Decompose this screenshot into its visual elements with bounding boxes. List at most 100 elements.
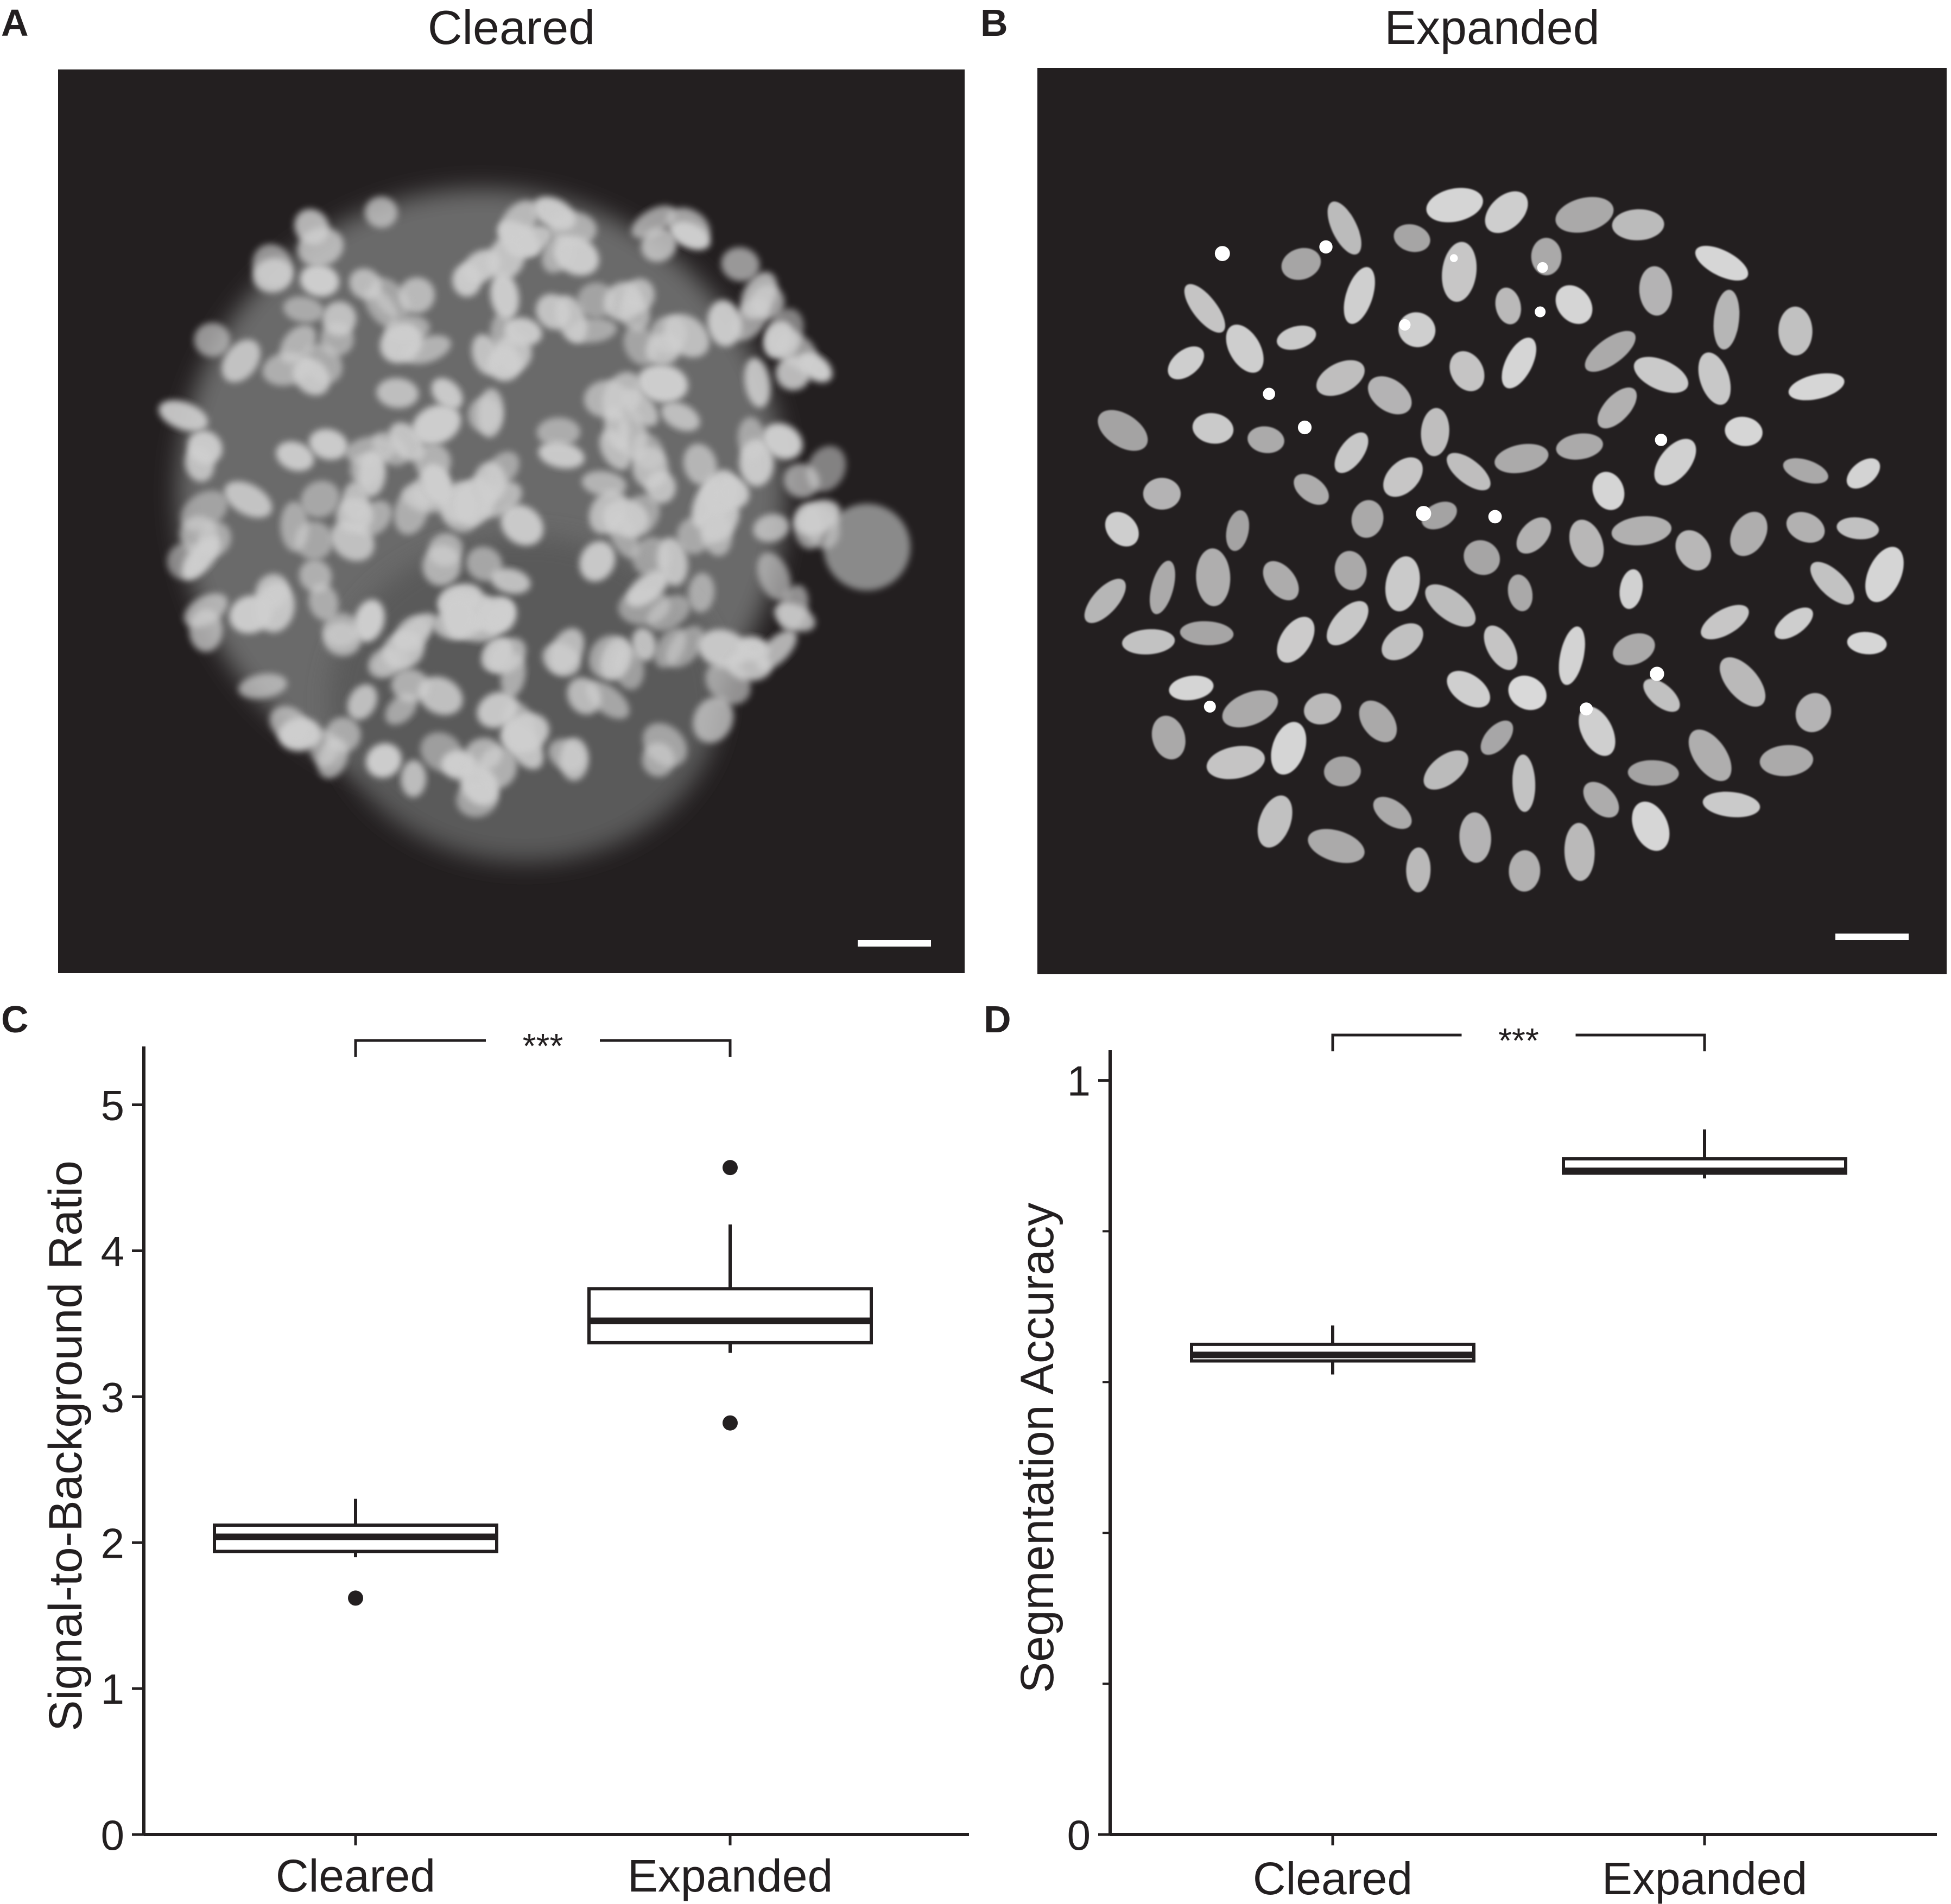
micrograph-a-title: Cleared bbox=[427, 1, 596, 54]
bright-speck bbox=[1537, 262, 1548, 273]
nucleus bbox=[180, 490, 228, 531]
nucleus bbox=[1698, 352, 1731, 405]
nucleus bbox=[1556, 433, 1603, 460]
nucleus bbox=[280, 501, 309, 552]
nucleus bbox=[189, 608, 223, 652]
nucleus bbox=[721, 247, 760, 282]
nucleus bbox=[683, 443, 717, 486]
nucleus bbox=[1480, 720, 1513, 755]
micrograph-cleared bbox=[58, 69, 965, 973]
nucleus bbox=[1836, 517, 1879, 540]
nucleus bbox=[707, 300, 742, 347]
panel-d-y-tick-label: 0 bbox=[1067, 1811, 1091, 1859]
panel-c-x-tick-label: Cleared bbox=[276, 1850, 435, 1901]
panel-c-y-tick-label: 0 bbox=[101, 1811, 124, 1859]
nucleus bbox=[716, 477, 750, 509]
nucleus bbox=[1423, 750, 1468, 790]
nucleus bbox=[619, 296, 650, 332]
nucleus bbox=[1795, 693, 1832, 732]
nucleus bbox=[1351, 500, 1384, 538]
nucleus bbox=[688, 573, 715, 613]
nucleus bbox=[692, 479, 721, 528]
panel-c-box-cleared-outlier bbox=[348, 1590, 363, 1606]
nucleus bbox=[1597, 387, 1637, 429]
nucleus bbox=[803, 505, 840, 549]
panel-c-y-tick-label: 2 bbox=[101, 1519, 124, 1567]
nucleus bbox=[1846, 458, 1880, 489]
nucleus bbox=[1426, 188, 1483, 223]
nucleus bbox=[1277, 617, 1315, 663]
nucleus bbox=[1786, 512, 1825, 543]
nucleus bbox=[468, 397, 501, 433]
nucleus bbox=[1484, 625, 1518, 670]
panel-d-x-tick-label: Cleared bbox=[1253, 1853, 1412, 1904]
nucleus bbox=[262, 352, 311, 386]
panel-d-significance-bracket-right bbox=[1575, 1033, 1706, 1051]
nucleus bbox=[1344, 267, 1375, 324]
nucleus bbox=[1633, 357, 1689, 393]
nucleus bbox=[456, 780, 498, 817]
nucleus bbox=[308, 583, 339, 621]
nucleus bbox=[1639, 266, 1673, 316]
nucleus bbox=[1383, 457, 1423, 497]
nucleus bbox=[1783, 458, 1828, 484]
nucleus bbox=[1495, 287, 1521, 325]
nucleus bbox=[365, 196, 398, 228]
micrograph-expanded bbox=[1037, 68, 1947, 974]
nucleus bbox=[1098, 410, 1148, 451]
panel-c-box-expanded-outlier bbox=[723, 1160, 738, 1176]
nucleus bbox=[783, 463, 820, 498]
panel-letter-a: A bbox=[1, 2, 29, 44]
nucleus bbox=[1206, 746, 1265, 779]
nucleus bbox=[618, 411, 648, 461]
nucleus bbox=[1632, 801, 1670, 851]
panel-c-y-axis-label: Signal-to-Background Ratio bbox=[40, 1160, 92, 1731]
nucleus bbox=[1725, 416, 1763, 446]
nucleus bbox=[276, 441, 314, 471]
nucleus bbox=[224, 481, 273, 518]
nucleus bbox=[1583, 782, 1619, 818]
panel-letter-b: B bbox=[980, 2, 1008, 44]
bright-speck bbox=[1399, 319, 1411, 331]
nucleus bbox=[376, 378, 419, 408]
nucleus bbox=[1611, 516, 1672, 545]
nucleus bbox=[548, 739, 585, 771]
nucleus bbox=[1592, 472, 1625, 510]
nucleus bbox=[762, 423, 803, 460]
nucleus bbox=[637, 364, 688, 403]
nucleus bbox=[1226, 510, 1250, 551]
nucleus bbox=[1393, 224, 1430, 252]
bright-speck bbox=[1488, 510, 1502, 524]
nucleus bbox=[1277, 325, 1316, 350]
nucleus bbox=[1367, 376, 1412, 415]
nucleus bbox=[1334, 432, 1369, 473]
nucleus bbox=[487, 235, 525, 281]
nucleus bbox=[299, 559, 332, 593]
nucleus bbox=[1775, 607, 1813, 639]
nucleus bbox=[1271, 722, 1307, 775]
nucleus bbox=[553, 236, 599, 276]
nucleus bbox=[322, 613, 360, 647]
panel-c-y-tick-label: 3 bbox=[101, 1373, 124, 1421]
nucleus bbox=[1359, 700, 1397, 742]
panel-c-box-expanded bbox=[587, 1287, 873, 1344]
nucleus bbox=[1516, 517, 1551, 554]
nucleus bbox=[1778, 306, 1813, 356]
nucleus bbox=[1327, 201, 1361, 255]
nucleus bbox=[365, 743, 402, 778]
nucleus bbox=[490, 272, 520, 320]
detached-cell bbox=[824, 504, 910, 591]
nucleus bbox=[623, 325, 658, 366]
nucleus bbox=[1730, 511, 1768, 556]
nucleus bbox=[442, 598, 474, 638]
nucleus bbox=[1143, 478, 1181, 510]
nucleus bbox=[693, 696, 734, 743]
nucleus bbox=[676, 517, 711, 555]
nucleus bbox=[309, 429, 348, 460]
nucleus bbox=[229, 595, 272, 634]
nucleus bbox=[1555, 285, 1593, 324]
micrograph-expanded-image bbox=[1084, 188, 1904, 892]
nucleus bbox=[1865, 547, 1904, 602]
nucleus bbox=[567, 677, 601, 715]
nucleus bbox=[1485, 191, 1528, 233]
